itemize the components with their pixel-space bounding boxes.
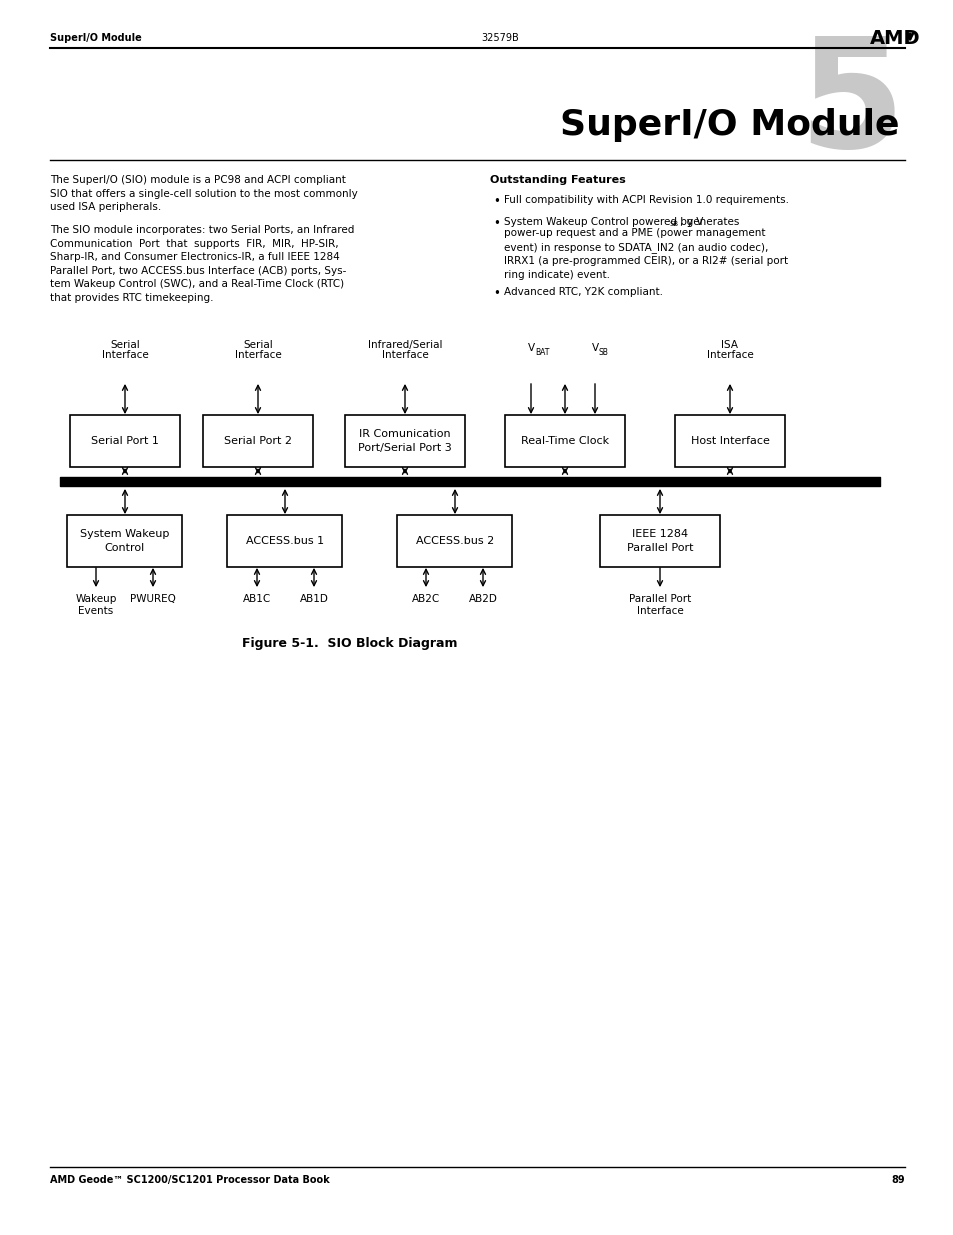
Text: AMD: AMD — [869, 28, 920, 47]
Text: Serial: Serial — [243, 340, 273, 350]
Text: Advanced RTC, Y2K compliant.: Advanced RTC, Y2K compliant. — [503, 287, 662, 296]
Text: 5: 5 — [798, 31, 904, 179]
Bar — [675, 415, 784, 467]
Bar — [203, 415, 313, 467]
Text: Parallel Port
Interface: Parallel Port Interface — [628, 594, 690, 616]
Text: BAT: BAT — [535, 348, 549, 357]
Text: SuperI/O Module: SuperI/O Module — [560, 107, 899, 142]
Text: Interface: Interface — [381, 350, 428, 359]
Text: IR Comunication: IR Comunication — [359, 429, 451, 438]
Text: •: • — [493, 217, 499, 230]
Text: AMD Geode™ SC1200/SC1201 Processor Data Book: AMD Geode™ SC1200/SC1201 Processor Data … — [50, 1174, 330, 1186]
Text: Serial: Serial — [110, 340, 140, 350]
Text: AB1C: AB1C — [243, 594, 271, 604]
Bar — [397, 515, 512, 567]
Text: ACCESS.bus 1: ACCESS.bus 1 — [246, 536, 324, 546]
Text: 32579B: 32579B — [480, 33, 518, 43]
Text: ISA: ISA — [720, 340, 738, 350]
Bar — [68, 515, 182, 567]
Text: SB: SB — [669, 221, 679, 227]
Text: Interface: Interface — [234, 350, 281, 359]
Text: power-up request and a PME (power management
event) in response to SDATA_IN2 (an: power-up request and a PME (power manage… — [503, 228, 787, 279]
Text: Full compatibility with ACPI Revision 1.0 requirements.: Full compatibility with ACPI Revision 1.… — [503, 195, 788, 205]
Text: System Wakeup: System Wakeup — [80, 529, 170, 538]
Text: IEEE 1284: IEEE 1284 — [631, 529, 687, 538]
Text: SuperI/O Module: SuperI/O Module — [50, 33, 142, 43]
Bar — [599, 515, 720, 567]
Text: Real-Time Clock: Real-Time Clock — [520, 436, 608, 446]
Text: Port/Serial Port 3: Port/Serial Port 3 — [357, 443, 452, 453]
Text: PWUREQ: PWUREQ — [130, 594, 175, 604]
Text: Control: Control — [105, 543, 145, 553]
Text: AB1D: AB1D — [299, 594, 328, 604]
Text: V: V — [527, 343, 535, 353]
Text: 89: 89 — [890, 1174, 904, 1186]
Text: Outstanding Features: Outstanding Features — [490, 175, 625, 185]
Text: Interface: Interface — [706, 350, 753, 359]
Text: Figure 5-1.  SIO Block Diagram: Figure 5-1. SIO Block Diagram — [242, 637, 457, 650]
Text: Infrared/Serial: Infrared/Serial — [367, 340, 442, 350]
Text: The SIO module incorporates: two Serial Ports, an Infrared
Communication  Port  : The SIO module incorporates: two Serial … — [50, 225, 354, 303]
Bar — [227, 515, 342, 567]
Text: •: • — [493, 195, 499, 207]
Text: System Wakeup Control powered by V: System Wakeup Control powered by V — [503, 217, 702, 227]
Text: The SuperI/O (SIO) module is a PC98 and ACPI compliant
SIO that offers a single-: The SuperI/O (SIO) module is a PC98 and … — [50, 175, 357, 212]
Text: •: • — [493, 287, 499, 300]
Text: AB2D: AB2D — [468, 594, 497, 604]
Text: ACCESS.bus 2: ACCESS.bus 2 — [416, 536, 494, 546]
Text: Interface: Interface — [102, 350, 149, 359]
Bar — [70, 415, 180, 467]
Text: Parallel Port: Parallel Port — [626, 543, 693, 553]
Text: AB2C: AB2C — [412, 594, 439, 604]
Text: , generates: , generates — [679, 217, 739, 227]
Text: Host Interface: Host Interface — [690, 436, 769, 446]
Text: SB: SB — [598, 348, 608, 357]
Text: Wakeup
Events: Wakeup Events — [75, 594, 116, 616]
Bar — [345, 415, 464, 467]
Bar — [504, 415, 624, 467]
Text: Serial Port 2: Serial Port 2 — [224, 436, 292, 446]
Text: V: V — [592, 343, 598, 353]
Text: Serial Port 1: Serial Port 1 — [91, 436, 159, 446]
